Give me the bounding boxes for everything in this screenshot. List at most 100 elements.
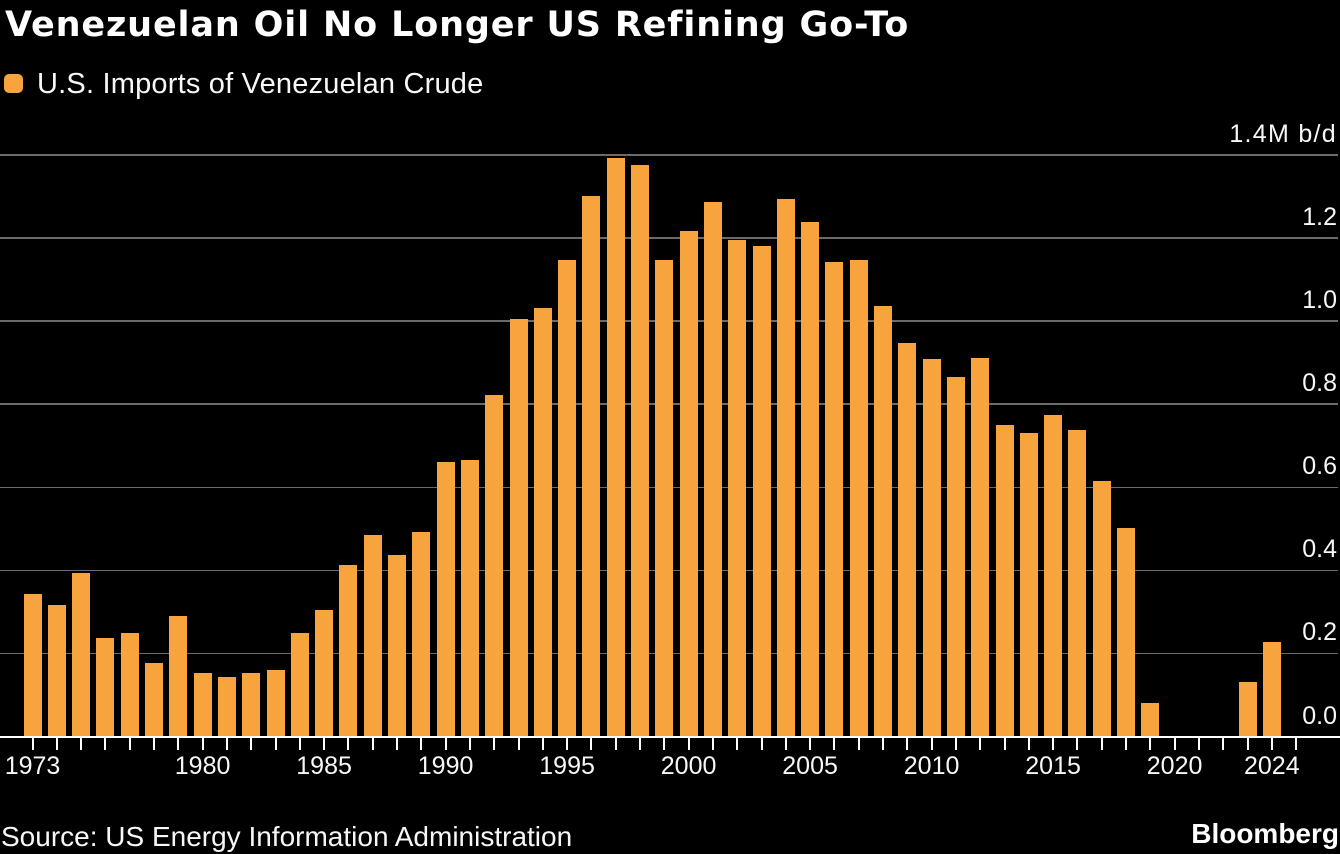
bar-2004 (776, 198, 795, 737)
x-axis-label-2020: 2020 (1146, 752, 1203, 780)
x-tick-1995 (566, 738, 569, 750)
x-tick-1979 (177, 738, 180, 750)
bloomberg-logo: Bloomberg (1191, 818, 1339, 849)
x-tick-1998 (639, 738, 641, 750)
x-axis-line (0, 736, 1340, 738)
bar-2009 (898, 342, 917, 737)
x-tick-2018 (1125, 738, 1127, 750)
gridline-1.2 (0, 237, 1338, 239)
x-tick-2013 (1003, 738, 1006, 750)
source-attribution: Source: US Energy Information Administra… (1, 821, 573, 852)
x-tick-1997 (614, 738, 617, 750)
bar-1985 (315, 610, 334, 737)
x-tick-1989 (420, 738, 423, 750)
x-tick-1996 (590, 738, 593, 750)
bar-2003 (752, 246, 771, 737)
bar-2007 (849, 259, 868, 737)
x-tick-2025 (1295, 738, 1298, 750)
x-tick-2012 (979, 738, 982, 750)
x-tick-2005 (809, 738, 812, 750)
bar-1997 (606, 158, 625, 737)
x-tick-2017 (1100, 738, 1103, 750)
y-axis-label-1.0: 1.0 (1302, 286, 1337, 315)
bar-2001 (703, 201, 722, 737)
x-tick-1991 (468, 738, 471, 750)
bar-2018 (1117, 527, 1135, 737)
bar-1974 (47, 604, 66, 737)
bar-2006 (825, 262, 844, 737)
x-axis-label-2000: 2000 (660, 752, 717, 780)
x-axis-label-1980: 1980 (174, 752, 231, 780)
x-tick-2010 (930, 738, 933, 750)
bar-1982 (242, 673, 261, 737)
bar-2005 (801, 221, 820, 737)
x-tick-2002 (736, 738, 739, 750)
bar-1999 (655, 259, 674, 737)
bar-1973 (23, 594, 42, 737)
bar-1984 (290, 633, 309, 737)
x-axis-label-1990: 1990 (417, 752, 474, 780)
bar-1986 (339, 564, 358, 737)
x-tick-2003 (760, 738, 763, 750)
bar-1987 (363, 534, 382, 737)
x-tick-1976 (104, 738, 107, 750)
x-tick-2001 (711, 738, 714, 750)
bar-2019 (1141, 703, 1160, 737)
x-tick-1992 (493, 738, 496, 750)
bar-1992 (485, 395, 504, 737)
x-axis-label-1985: 1985 (296, 752, 352, 780)
x-tick-1973 (31, 738, 34, 750)
x-tick-1985 (323, 738, 326, 750)
x-tick-2007 (857, 738, 860, 750)
x-tick-2023 (1246, 738, 1249, 750)
x-tick-1975 (80, 738, 83, 750)
bar-1978 (145, 662, 163, 737)
bar-1990 (436, 461, 455, 737)
bar-2000 (679, 231, 698, 737)
x-tick-1999 (663, 738, 666, 750)
bar-2016 (1068, 429, 1087, 737)
x-axis-label-1995: 1995 (539, 752, 595, 780)
x-tick-1974 (55, 738, 58, 750)
x-tick-1977 (128, 738, 131, 750)
bar-1998 (631, 164, 649, 737)
x-tick-2015 (1052, 738, 1055, 750)
bar-2008 (874, 305, 892, 737)
bar-2015 (1044, 414, 1063, 737)
bar-2024 (1262, 641, 1281, 737)
bar-2013 (995, 424, 1014, 737)
bar-1977 (120, 633, 139, 737)
x-tick-1980 (201, 738, 204, 750)
x-tick-2016 (1076, 738, 1079, 750)
x-tick-2004 (784, 738, 787, 750)
bar-1993 (509, 318, 528, 737)
x-axis-label-2024: 2024 (1243, 752, 1300, 780)
bar-1980 (193, 672, 212, 737)
legend-swatch (4, 74, 23, 93)
bar-2014 (1019, 432, 1038, 737)
bar-1981 (217, 676, 236, 737)
x-tick-2024 (1270, 738, 1273, 750)
y-axis-label-0.4: 0.4 (1302, 535, 1337, 564)
x-axis-label-2005: 2005 (782, 752, 838, 780)
x-tick-1993 (517, 738, 520, 750)
x-tick-2008 (882, 738, 884, 750)
bar-2012 (971, 358, 990, 737)
bar-2017 (1092, 481, 1111, 737)
bar-2002 (728, 240, 747, 737)
x-tick-1984 (298, 738, 301, 750)
bar-1995 (558, 259, 577, 737)
x-tick-1987 (371, 738, 374, 750)
x-tick-2006 (833, 738, 836, 750)
x-tick-1990 (444, 738, 447, 750)
y-axis-label-1.4M b/d: 1.4M b/d (1229, 119, 1337, 148)
bar-1988 (388, 555, 406, 737)
x-tick-2009 (906, 738, 909, 750)
bar-1994 (533, 307, 552, 737)
chart-title: Venezuelan Oil No Longer US Refining Go-… (5, 5, 910, 45)
bar-1996 (582, 195, 601, 737)
bar-1976 (96, 637, 115, 737)
x-tick-2020 (1173, 738, 1176, 750)
legend-label: U.S. Imports of Venezuelan Crude (37, 67, 484, 100)
